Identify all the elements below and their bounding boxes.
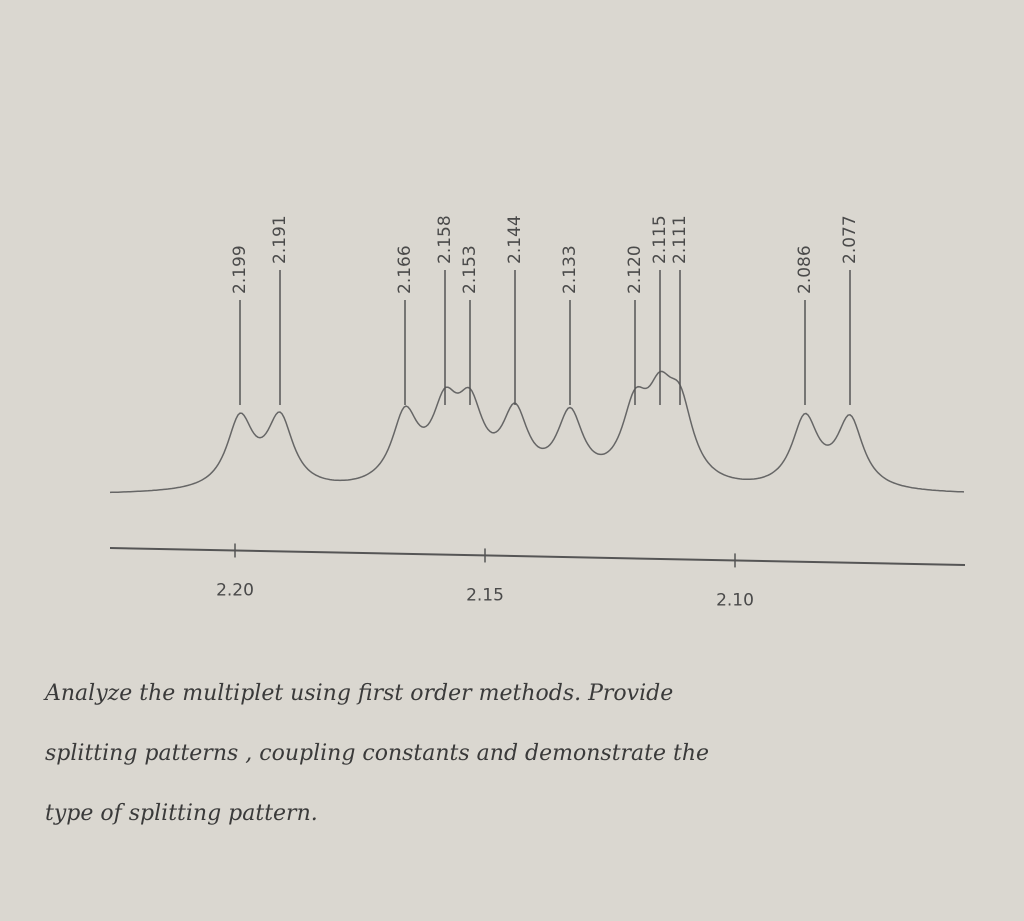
peak-label: 2.153 — [460, 245, 480, 294]
peak-label: 2.086 — [795, 245, 815, 294]
peak-label: 2.199 — [230, 245, 250, 294]
peak-label: 2.166 — [395, 245, 415, 294]
peak-label: 2.133 — [560, 245, 580, 294]
x-axis — [109, 547, 966, 566]
question-line: Analyze the multiplet using first order … — [43, 681, 673, 706]
question-line: type of splitting pattern. — [45, 801, 318, 826]
peak-label: 2.077 — [840, 215, 860, 264]
peak-label: 2.191 — [270, 215, 290, 264]
peak-label: 2.115 — [650, 215, 670, 264]
peak-label: 2.158 — [435, 215, 455, 264]
peak-label: 2.111 — [670, 215, 690, 264]
question-line: splitting patterns , coupling constants … — [45, 741, 709, 766]
spectrum-curve — [109, 370, 965, 494]
x-tick-label: 2.10 — [716, 590, 754, 610]
x-tick-label: 2.15 — [466, 585, 504, 605]
peak-label: 2.120 — [625, 245, 645, 294]
peak-label: 2.144 — [505, 215, 525, 264]
x-tick-label: 2.20 — [216, 580, 254, 600]
